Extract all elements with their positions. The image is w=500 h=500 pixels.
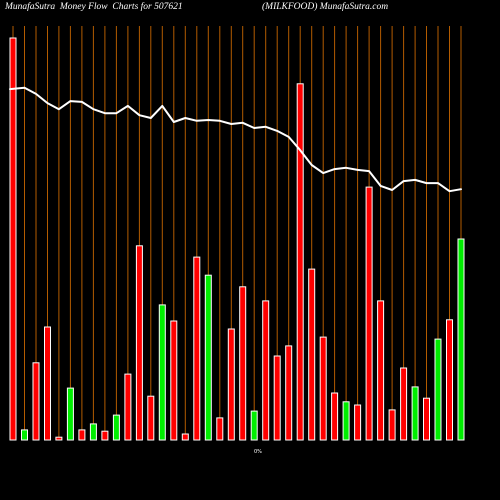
money-flow-bar-red (32, 362, 40, 441)
axis-annotation: 0% (254, 449, 262, 455)
money-flow-bar-red (44, 326, 51, 441)
money-flow-bar-red (101, 430, 109, 441)
money-flow-bar-red (227, 328, 235, 441)
money-flow-bar-green (411, 386, 419, 441)
money-flow-bar-red (193, 256, 201, 441)
money-flow-bar-red (365, 186, 373, 441)
money-flow-bar-red (388, 409, 396, 441)
money-flow-bar-green (66, 387, 74, 441)
money-flow-bar-red (446, 319, 453, 441)
money-flow-bar-red (331, 392, 339, 441)
money-flow-bar-red (9, 37, 17, 441)
money-flow-bar-green (250, 410, 258, 441)
money-flow-bar-red (147, 395, 155, 441)
money-flow-bar-red (216, 417, 224, 441)
money-flow-bar-red (354, 404, 362, 441)
money-flow-bar-green (457, 238, 465, 441)
money-flow-bar-red (239, 286, 247, 441)
money-flow-bar-red (319, 336, 327, 441)
money-flow-bar-red (55, 436, 63, 441)
grid-lines (12, 26, 462, 440)
money-flow-bar-green (112, 414, 120, 441)
money-flow-bar-red (423, 397, 430, 441)
money-flow-bar-red (170, 320, 178, 441)
money-flow-bar-red (400, 367, 408, 441)
money-flow-bar-red (124, 373, 132, 441)
money-flow-bar-green (158, 304, 166, 441)
money-flow-bar-green (204, 274, 212, 441)
money-flow-bar-red (135, 245, 143, 441)
money-flow-bar-red (78, 429, 86, 441)
money-flow-bar-red (296, 83, 304, 441)
chart-title: MunafaSutra Money Flow Charts for 507621 (5, 2, 183, 12)
price-line (9, 86, 462, 193)
bars (9, 37, 465, 441)
money-flow-bar-red (181, 433, 189, 441)
money-flow-bar-red (262, 300, 270, 441)
money-flow-bar-green (89, 423, 97, 441)
price-line-layer (9, 86, 462, 193)
money-flow-bar-red (285, 345, 293, 441)
money-flow-bar-red (308, 268, 316, 441)
money-flow-bar-green (21, 429, 28, 441)
chart-subtitle: (MILKFOOD) MunafaSutra.com (262, 2, 389, 12)
money-flow-bar-green (342, 401, 350, 441)
money-flow-bar-green (434, 338, 442, 441)
money-flow-bar-red (377, 300, 385, 441)
money-flow-bar-red (273, 355, 281, 441)
